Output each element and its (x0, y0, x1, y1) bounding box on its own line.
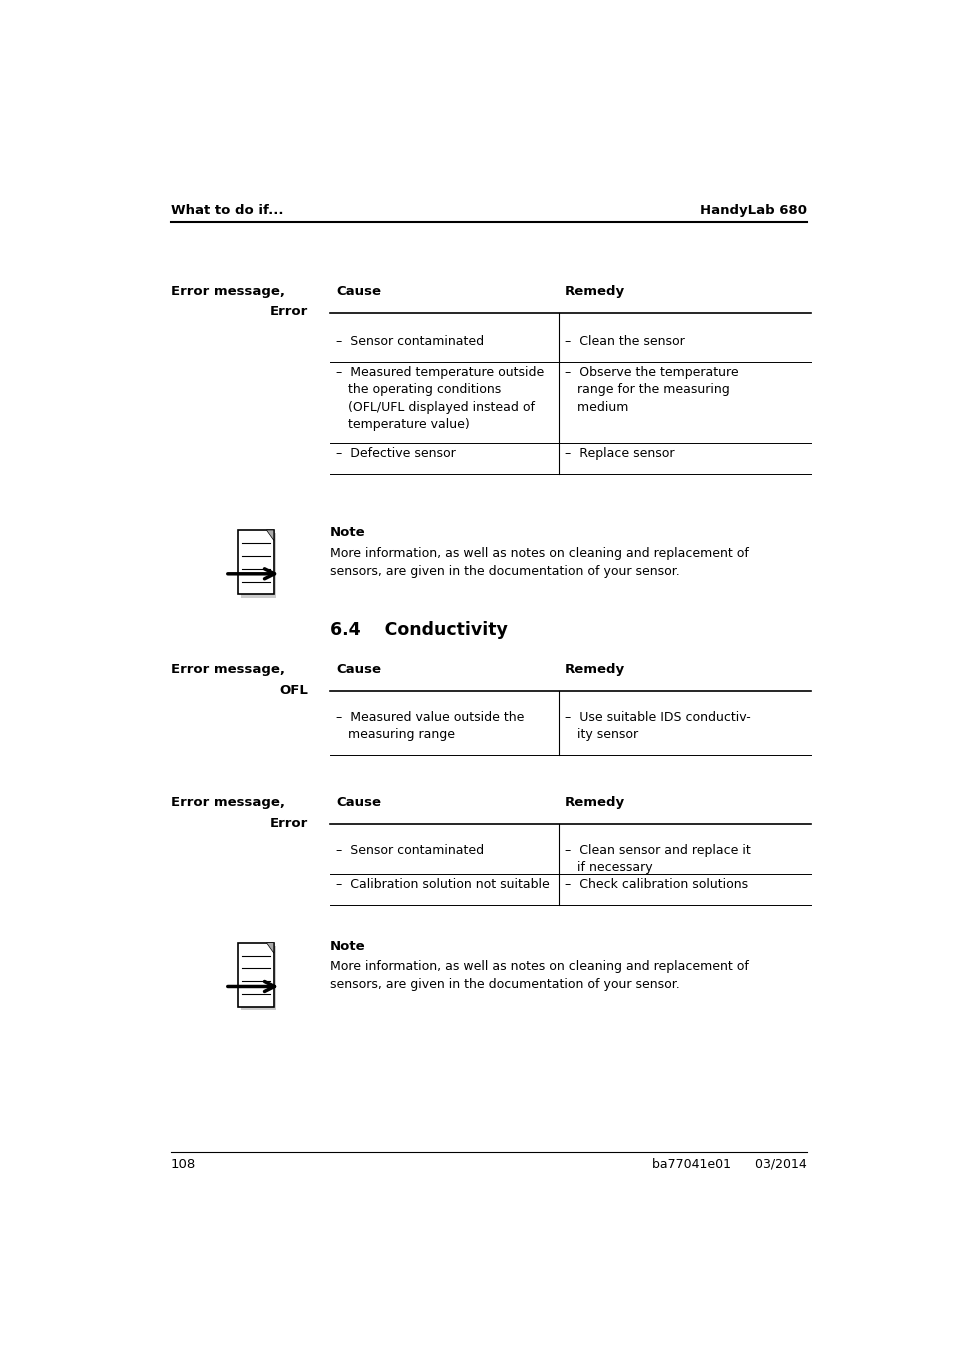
Text: More information, as well as notes on cleaning and replacement of
sensors, are g: More information, as well as notes on cl… (330, 960, 748, 991)
Text: What to do if...: What to do if... (171, 204, 283, 217)
FancyBboxPatch shape (238, 942, 274, 1007)
Text: Cause: Cause (335, 285, 380, 297)
Text: 6.4    Conductivity: 6.4 Conductivity (330, 621, 507, 640)
Text: –  Check calibration solutions: – Check calibration solutions (564, 879, 747, 891)
Text: Error message,: Error message, (171, 285, 285, 297)
Text: Error message,: Error message, (171, 796, 285, 809)
Text: –  Clean the sensor: – Clean the sensor (564, 335, 684, 347)
Text: –  Use suitable IDS conductiv-
   ity sensor: – Use suitable IDS conductiv- ity sensor (564, 711, 750, 741)
Text: Remedy: Remedy (564, 663, 624, 676)
Text: –  Observe the temperature
   range for the measuring
   medium: – Observe the temperature range for the … (564, 366, 738, 413)
Text: OFL: OFL (278, 684, 308, 697)
Polygon shape (266, 942, 274, 953)
Text: Error: Error (270, 305, 308, 319)
Text: –  Measured temperature outside
   the operating conditions
   (OFL/UFL displaye: – Measured temperature outside the opera… (335, 366, 543, 431)
FancyBboxPatch shape (240, 946, 275, 1010)
Text: –  Defective sensor: – Defective sensor (335, 447, 456, 460)
Text: –  Replace sensor: – Replace sensor (564, 447, 674, 460)
Text: Error: Error (270, 817, 308, 830)
Text: Note: Note (330, 525, 365, 539)
Text: –  Calibration solution not suitable: – Calibration solution not suitable (335, 879, 549, 891)
Text: Cause: Cause (335, 796, 380, 809)
Text: Remedy: Remedy (564, 285, 624, 297)
Text: ba77041e01      03/2014: ba77041e01 03/2014 (652, 1158, 806, 1170)
Text: –  Measured value outside the
   measuring range: – Measured value outside the measuring r… (335, 711, 524, 741)
Text: –  Sensor contaminated: – Sensor contaminated (335, 335, 483, 347)
Text: HandyLab 680: HandyLab 680 (700, 204, 806, 217)
FancyBboxPatch shape (238, 531, 274, 594)
Text: 108: 108 (171, 1158, 196, 1170)
Text: Remedy: Remedy (564, 796, 624, 809)
Text: Cause: Cause (335, 663, 380, 676)
Text: Error message,: Error message, (171, 663, 285, 676)
Polygon shape (266, 531, 274, 540)
Text: More information, as well as notes on cleaning and replacement of
sensors, are g: More information, as well as notes on cl… (330, 547, 748, 578)
Text: Note: Note (330, 940, 365, 953)
Text: –  Sensor contaminated: – Sensor contaminated (335, 844, 483, 857)
FancyBboxPatch shape (240, 533, 275, 598)
Text: –  Clean sensor and replace it
   if necessary: – Clean sensor and replace it if necessa… (564, 844, 750, 875)
